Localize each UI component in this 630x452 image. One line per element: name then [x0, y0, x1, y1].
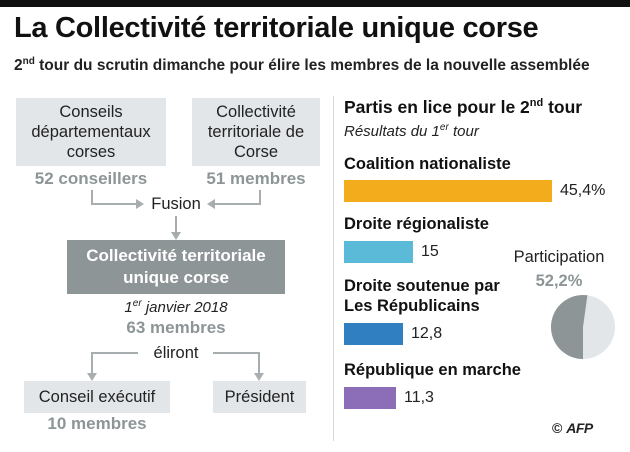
date-label: 1er janvier 2018 [124, 298, 228, 316]
count-membres-63: 63 membres [126, 318, 226, 337]
afp-logo: AFP [566, 420, 593, 436]
arrow-right-to-fusion [213, 190, 261, 205]
participation-label: Participation [513, 248, 605, 266]
bar-value-label: 11,3 [404, 389, 434, 406]
bar [344, 323, 403, 345]
party-label: Droite soutenue par Les Républicains [344, 277, 500, 315]
flow-arrows [87, 190, 264, 381]
box-collectivite-corse: Collectivité territoriale de Corse [192, 98, 320, 166]
participation-value: 52,2% [535, 272, 583, 290]
chart-subtitle: Résultats du 1er tour [344, 122, 479, 140]
fusion-label: Fusion [151, 195, 201, 213]
bar-value-label: 15 [421, 243, 439, 260]
box-unique-label: Collectivité territoriale unique corse [86, 246, 266, 287]
participation-pie [551, 295, 615, 359]
president-label: Président [224, 388, 295, 406]
party-label: République en marche [344, 361, 521, 379]
eliront-label: éliront [153, 344, 199, 362]
box-president: Président [213, 381, 306, 413]
box-collectivite-label: Collectivité territoriale de Corse [207, 103, 305, 161]
conseil-label: Conseil exécutif [38, 388, 156, 406]
bar [344, 241, 413, 263]
count-conseillers: 52 conseillers [34, 169, 148, 188]
page-title: La Collectivité territoriale unique cors… [14, 12, 539, 44]
column-divider [333, 96, 334, 441]
party-label: Droite régionaliste [344, 215, 489, 233]
bar-value-label: 45,4% [560, 182, 606, 199]
count-membres-10: 10 membres [47, 414, 147, 433]
box-collectivite-unique: Collectivité territoriale unique corse [67, 240, 285, 294]
count-membres-51: 51 membres [206, 169, 306, 188]
pie-participation-slice [551, 295, 588, 359]
arrow-to-president [213, 352, 260, 374]
bar-value-label: 12,8 [411, 325, 443, 342]
page-subtitle: 2nd tour du scrutin dimanche pour élire … [14, 56, 590, 75]
top-bar [0, 0, 630, 7]
credit: © AFP [552, 420, 593, 436]
box-conseils-label: Conseils départementaux corses [31, 103, 151, 161]
arrow-to-conseil [91, 352, 138, 374]
chart-title: Partis en lice pour le 2nd tour [344, 97, 583, 117]
bar [344, 180, 552, 202]
arrow-left-to-fusion [91, 190, 138, 205]
party-label: Coalition nationaliste [344, 155, 511, 173]
box-conseil-executif: Conseil exécutif [24, 381, 170, 413]
box-conseils-departementaux: Conseils départementaux corses [16, 98, 166, 166]
bar [344, 387, 396, 409]
